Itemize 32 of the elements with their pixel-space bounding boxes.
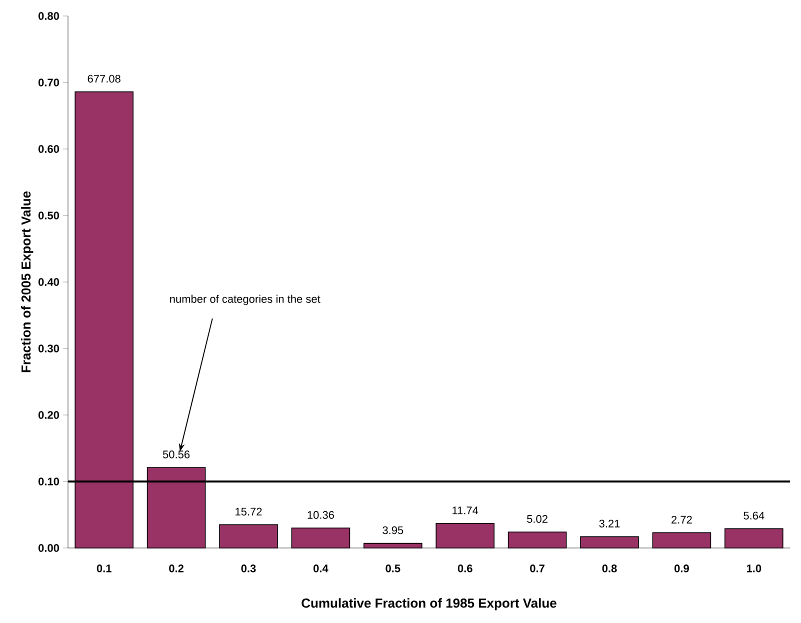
y-tick-label: 0.80 [38, 12, 60, 20]
annotation: 15.72 [236, 508, 262, 516]
x-tick-label: 0.6 [458, 564, 472, 572]
x-tick-label: 0.7 [530, 564, 544, 572]
x-tick-label: 0.2 [169, 564, 184, 572]
y-tick-label: 0.10 [38, 478, 60, 486]
y-tick-label: 0.40 [38, 278, 60, 286]
x-tick-label: 0.4 [313, 564, 328, 572]
annotation: 5.02 [527, 515, 548, 523]
x-tick-label: 0.8 [602, 564, 617, 572]
x-tick-label: 1.0 [746, 564, 762, 572]
y-tick-label: 0.70 [38, 78, 60, 86]
x-tick-label: 0.9 [674, 564, 689, 572]
y-tick-label: 0.30 [38, 344, 60, 352]
annotation: 5.64 [744, 512, 764, 520]
y-axis-title: Fraction of 2005 Export Value [21, 191, 34, 372]
x-tick-label: 0.1 [96, 564, 112, 572]
y-tick-label: 0.60 [38, 145, 60, 153]
annotation: 10.36 [308, 511, 334, 519]
y-tick-label: 0.20 [38, 411, 60, 419]
x-tick-label: 0.3 [241, 564, 256, 572]
annotation: 677.08 [88, 74, 120, 83]
annotation: number of categories in the set [170, 294, 320, 306]
y-tick-label: 0.00 [38, 544, 60, 552]
y-tick-label: 0.50 [38, 212, 60, 220]
annotation: 2.72 [672, 516, 692, 524]
x-axis-title: Cumulative Fraction of 1985 Export Value [302, 598, 556, 610]
annotation: 3.95 [382, 526, 404, 534]
annotation: 11.74 [452, 506, 478, 514]
x-tick-label: 0.5 [386, 564, 400, 572]
annotation: 3.21 [599, 520, 620, 528]
annotation: 50.56 [162, 450, 190, 458]
